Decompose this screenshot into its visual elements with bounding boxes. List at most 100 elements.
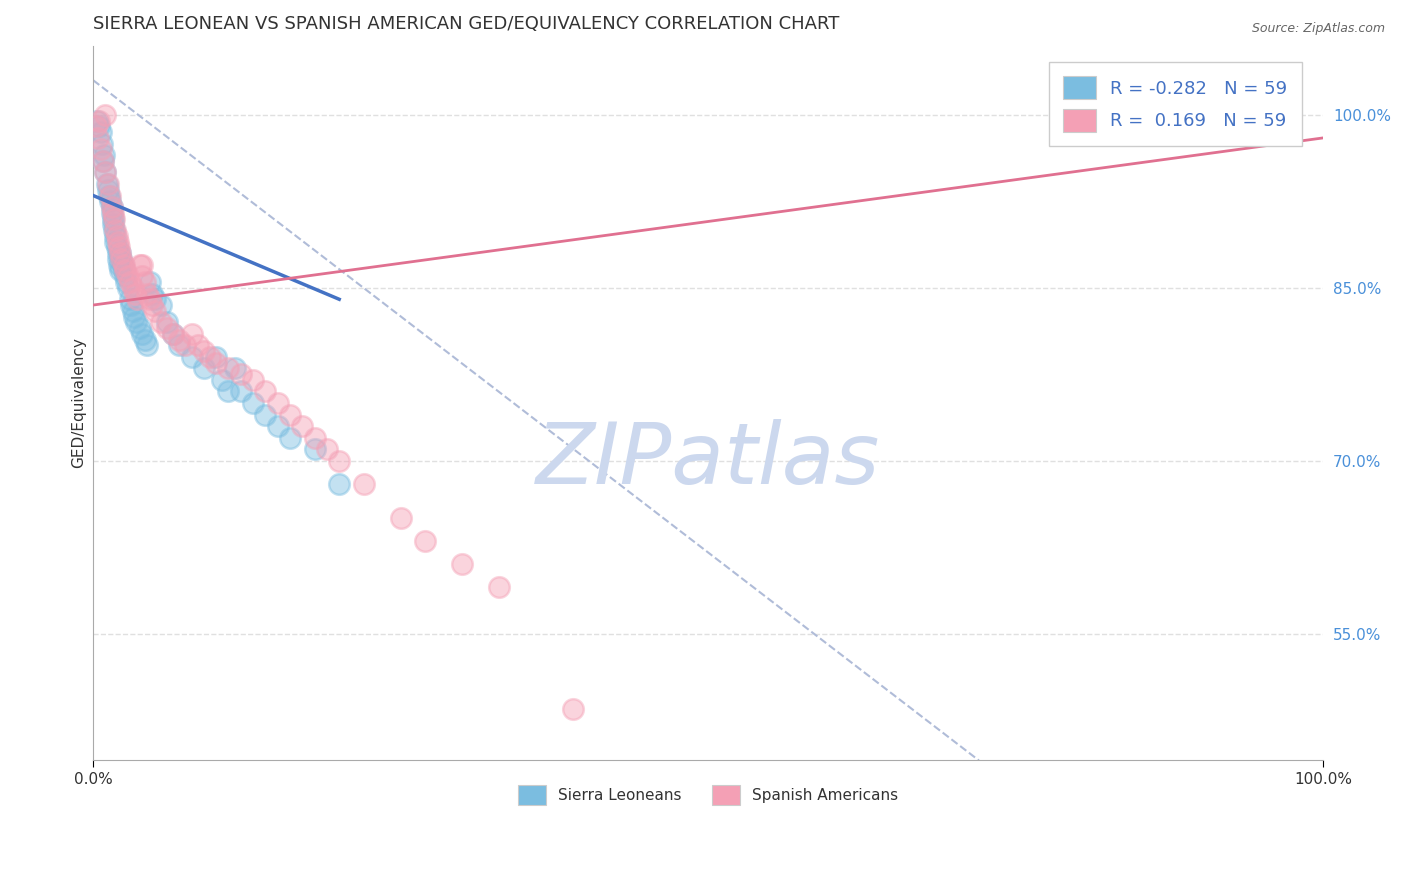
Point: [328, 476, 350, 491]
Point: [94, 165, 117, 179]
Text: ZIPatlas: ZIPatlas: [536, 418, 880, 501]
Point: [136, 286, 159, 301]
Point: [267, 419, 290, 434]
Point: [316, 442, 339, 457]
Point: [488, 581, 510, 595]
Point: [100, 200, 122, 214]
Point: [169, 338, 191, 352]
Point: [108, 240, 131, 254]
Point: [89, 113, 111, 128]
Point: [139, 275, 162, 289]
Point: [89, 120, 111, 134]
Point: [103, 223, 125, 237]
Point: [174, 338, 197, 352]
Point: [117, 281, 139, 295]
Point: [242, 373, 264, 387]
Y-axis label: GED/Equivalency: GED/Equivalency: [72, 337, 86, 468]
Point: [254, 408, 277, 422]
Point: [328, 453, 350, 467]
Point: [129, 321, 152, 335]
Point: [129, 258, 152, 272]
Point: [122, 310, 145, 324]
Point: [242, 396, 264, 410]
Point: [229, 384, 252, 399]
Point: [413, 534, 436, 549]
Point: [304, 442, 326, 457]
Point: [104, 223, 127, 237]
Point: [561, 701, 583, 715]
Point: [224, 361, 246, 376]
Point: [114, 263, 136, 277]
Point: [112, 258, 135, 272]
Point: [105, 240, 128, 254]
Point: [117, 269, 139, 284]
Point: [90, 143, 112, 157]
Point: [205, 350, 228, 364]
Point: [84, 120, 107, 134]
Point: [104, 228, 127, 243]
Point: [90, 136, 112, 151]
Point: [149, 315, 172, 329]
Point: [101, 206, 124, 220]
Point: [100, 188, 122, 202]
Point: [100, 200, 122, 214]
Legend: Sierra Leoneans, Spanish Americans: Sierra Leoneans, Spanish Americans: [506, 773, 910, 817]
Point: [278, 408, 301, 422]
Point: [218, 361, 240, 376]
Point: [134, 333, 156, 347]
Point: [162, 326, 184, 341]
Point: [162, 326, 184, 341]
Point: [103, 211, 125, 226]
Point: [97, 177, 120, 191]
Point: [110, 252, 132, 266]
Point: [107, 252, 129, 266]
Point: [353, 476, 375, 491]
Point: [91, 153, 114, 168]
Point: [93, 148, 115, 162]
Point: [187, 338, 209, 352]
Point: [131, 258, 153, 272]
Point: [134, 275, 156, 289]
Point: [127, 293, 149, 307]
Point: [278, 431, 301, 445]
Point: [304, 431, 326, 445]
Point: [120, 298, 142, 312]
Point: [139, 293, 162, 307]
Point: [104, 235, 127, 249]
Point: [115, 275, 138, 289]
Point: [98, 188, 121, 202]
Point: [120, 293, 142, 307]
Point: [114, 269, 136, 284]
Point: [180, 326, 202, 341]
Point: [143, 293, 166, 307]
Point: [205, 356, 228, 370]
Point: [87, 131, 110, 145]
Point: [86, 113, 108, 128]
Point: [108, 258, 131, 272]
Point: [156, 315, 179, 329]
Point: [291, 419, 314, 434]
Point: [180, 350, 202, 364]
Point: [101, 211, 124, 226]
Point: [96, 177, 118, 191]
Point: [107, 235, 129, 249]
Point: [124, 286, 146, 301]
Point: [169, 333, 191, 347]
Point: [254, 384, 277, 399]
Point: [110, 263, 132, 277]
Point: [120, 275, 142, 289]
Point: [143, 303, 166, 318]
Point: [105, 228, 128, 243]
Point: [100, 194, 122, 209]
Point: [112, 263, 135, 277]
Point: [94, 165, 117, 179]
Point: [121, 303, 143, 318]
Point: [94, 108, 117, 122]
Point: [193, 361, 215, 376]
Point: [90, 125, 112, 139]
Point: [121, 281, 143, 295]
Point: [229, 368, 252, 382]
Point: [111, 258, 134, 272]
Point: [125, 315, 148, 329]
Point: [149, 298, 172, 312]
